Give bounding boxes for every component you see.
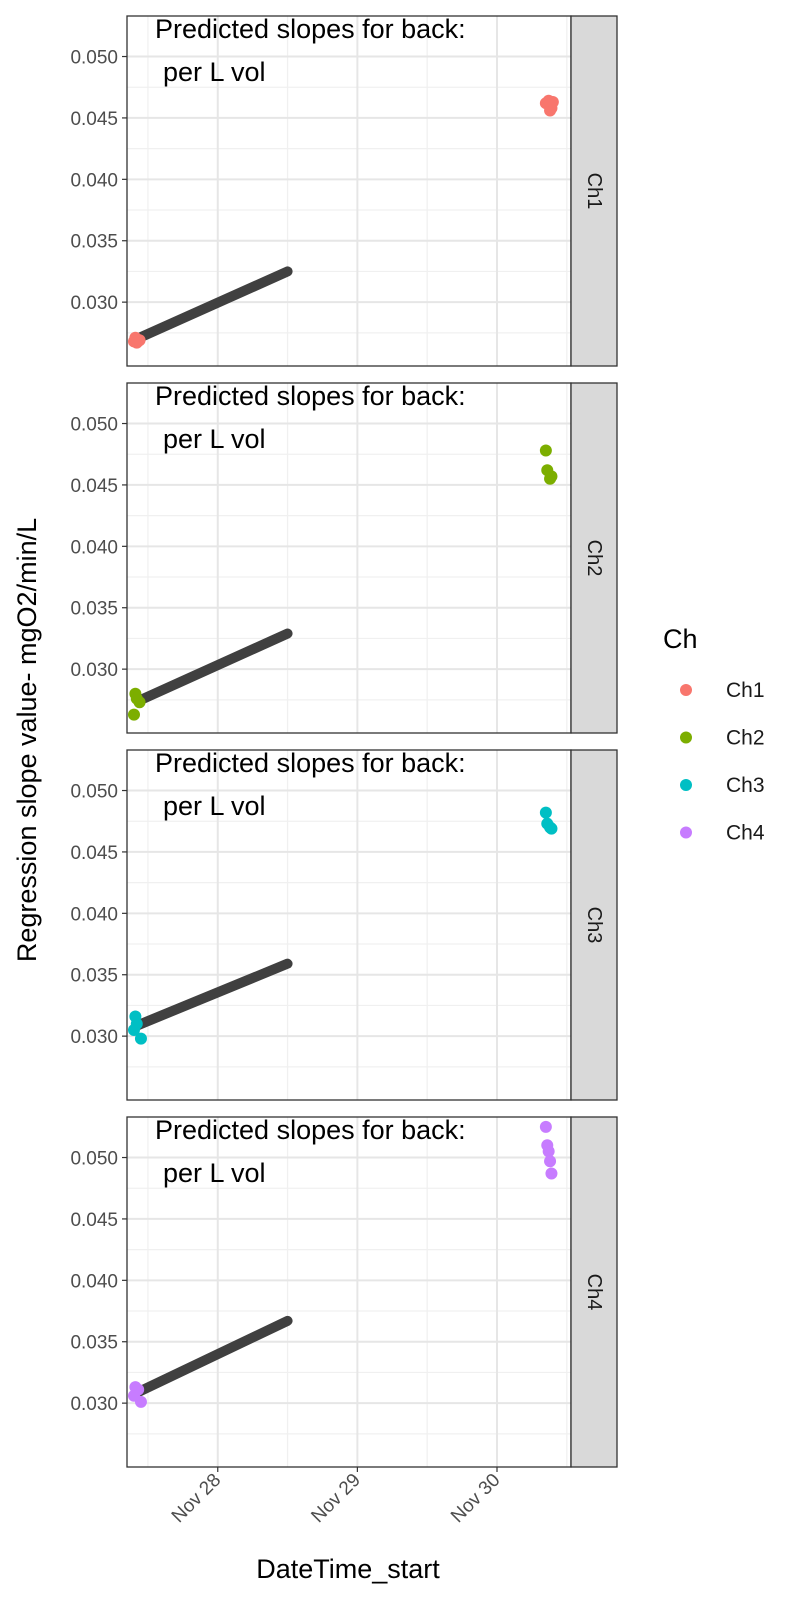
legend-title: Ch [663, 624, 698, 654]
y-tick-label: 0.040 [70, 170, 118, 191]
panel-ch3: Predicted slopes for back: per L vol Ch3 0.… [70, 748, 618, 1101]
y-tick-label: 0.030 [70, 1027, 118, 1048]
trend-line [131, 266, 293, 344]
data-point-ch2 [545, 470, 558, 483]
data-point-ch3 [130, 1017, 143, 1030]
y-tick-label: 0.035 [70, 966, 118, 987]
panel-ch2: Predicted slopes for back: per L vol Ch2 0.… [70, 381, 618, 734]
facet-strip-label: Ch2 [583, 540, 605, 577]
y-tick-label: 0.045 [70, 843, 118, 864]
legend-swatch-ch2 [680, 731, 692, 744]
data-point-ch4 [132, 1383, 145, 1396]
trend-line [133, 628, 293, 707]
facet-strip-label: Ch1 [583, 173, 605, 210]
legend-swatch-ch1 [680, 684, 692, 696]
legend-label-ch1: Ch1 [726, 679, 765, 702]
data-point-ch2 [539, 444, 552, 457]
panel-ch4: Predicted slopes for back: per L vol Ch4 0.… [70, 1115, 618, 1468]
panel-annotation-line-1: Predicted slopes for back: [155, 381, 466, 411]
y-axis-title: Regression slope value- mgO2/min/L [12, 518, 42, 962]
data-point-ch4 [545, 1167, 558, 1180]
panel-annotation-line-1: Predicted slopes for back: [155, 748, 466, 778]
y-tick-label: 0.050 [70, 782, 118, 803]
data-point-ch4 [542, 1145, 555, 1158]
y-tick-label: 0.045 [70, 476, 118, 497]
y-tick-label: 0.040 [70, 1271, 118, 1292]
legend-swatch-ch4 [680, 826, 692, 839]
data-point-ch1 [546, 95, 559, 108]
data-point-ch3 [539, 806, 552, 819]
panel-annotation-line-2: per L vol [163, 424, 266, 454]
y-tick-label: 0.040 [70, 537, 118, 558]
trend-line [133, 958, 293, 1031]
facet-strip [570, 749, 618, 1101]
facet-strip [570, 15, 618, 367]
data-point-ch1 [133, 334, 146, 347]
facet-strip-label: Ch3 [583, 907, 605, 944]
y-tick-label: 0.035 [70, 232, 118, 253]
facet-strip [570, 382, 618, 734]
y-tick-label: 0.030 [70, 660, 118, 681]
panels: Predicted slopes for back: per L vol Ch1 0.… [70, 14, 618, 1468]
y-tick-label: 0.045 [70, 109, 118, 130]
data-point-ch4 [134, 1395, 147, 1408]
y-tick-label: 0.050 [70, 415, 118, 436]
data-point-ch2 [133, 696, 146, 709]
panel-annotation-line-1: Predicted slopes for back: [155, 14, 466, 44]
y-tick-label: 0.045 [70, 1210, 118, 1231]
data-point-ch2 [127, 708, 140, 721]
panel-annotation-line-1: Predicted slopes for back: [155, 1115, 466, 1145]
panel-annotation-line-2: per L vol [163, 57, 266, 87]
data-point-ch3 [134, 1032, 147, 1045]
y-tick-label: 0.040 [70, 904, 118, 925]
y-tick-label: 0.050 [70, 48, 118, 69]
data-point-ch3 [545, 822, 558, 835]
y-tick-label: 0.035 [70, 599, 118, 620]
facet-strip-label: Ch4 [583, 1274, 605, 1311]
y-tick-label: 0.050 [70, 1149, 118, 1170]
legend-swatch-ch3 [680, 779, 692, 791]
legend-label-ch2: Ch2 [726, 727, 765, 750]
data-point-ch4 [539, 1120, 552, 1133]
trend-line [133, 1315, 293, 1398]
x-axis-title: DateTime_start [256, 1554, 440, 1584]
legend-label-ch3: Ch3 [726, 774, 765, 797]
facet-strip [570, 1116, 618, 1468]
data-point-ch4 [544, 1155, 557, 1168]
legend-label-ch4: Ch4 [726, 822, 765, 845]
legend: Ch Ch1 Ch2 Ch3 Ch4 [663, 624, 765, 845]
y-tick-label: 0.030 [70, 293, 118, 314]
y-tick-label: 0.035 [70, 1333, 118, 1354]
y-tick-label: 0.030 [70, 1394, 118, 1415]
panel-ch1: Predicted slopes for back: per L vol Ch1 0.… [70, 14, 618, 367]
panel-annotation-line-2: per L vol [163, 791, 266, 821]
panel-annotation-line-2: per L vol [163, 1158, 266, 1188]
